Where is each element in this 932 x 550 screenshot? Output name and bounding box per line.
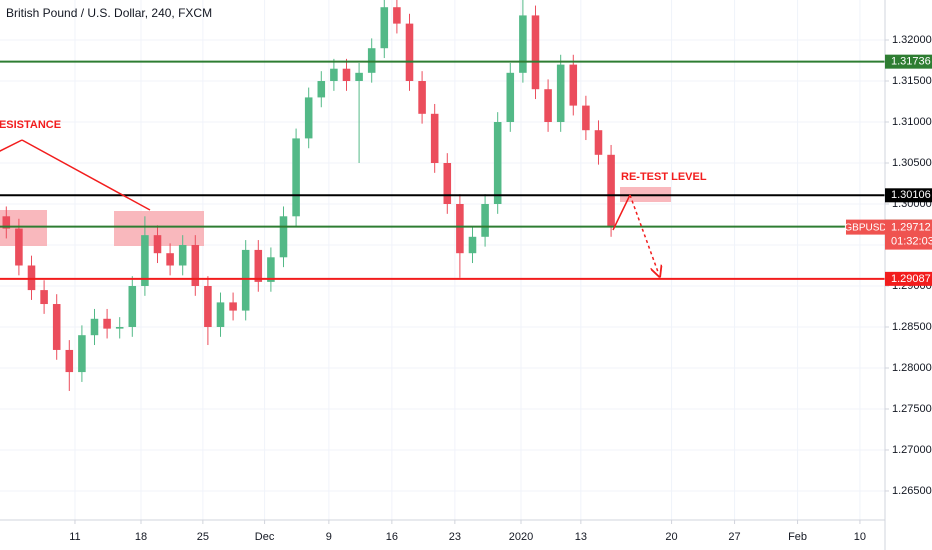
candle-body xyxy=(582,105,590,131)
x-tick-label: 27 xyxy=(728,531,740,543)
level-tag xyxy=(885,271,932,286)
candle-body xyxy=(544,89,552,123)
x-tick-label: 18 xyxy=(135,531,147,543)
candle-body xyxy=(15,228,23,266)
candle-body xyxy=(292,138,300,217)
candle-body xyxy=(317,81,326,98)
y-tick-label: 1.31000 xyxy=(892,116,932,128)
candle-body xyxy=(456,203,464,254)
candle-body xyxy=(493,122,502,204)
x-tick-label: 25 xyxy=(197,531,209,543)
x-tick-label: 2020 xyxy=(509,531,533,543)
candle-body xyxy=(556,64,565,123)
y-tick-label: 1.27000 xyxy=(892,444,932,456)
candle-body xyxy=(430,113,439,164)
candle-body xyxy=(141,235,149,286)
candle-body xyxy=(405,23,414,82)
price-tag-label: 1.29712 xyxy=(891,222,931,234)
x-tick-label: 20 xyxy=(665,531,677,543)
candle-body xyxy=(254,249,263,282)
symbol-tag xyxy=(846,219,885,235)
candle-body xyxy=(65,349,74,373)
candle-body xyxy=(569,64,578,106)
y-tick-label: 1.27500 xyxy=(892,403,932,415)
candle-body xyxy=(594,130,603,155)
projection-arrow xyxy=(629,194,658,272)
level-tag xyxy=(885,188,932,203)
x-tick-label: Dec xyxy=(255,531,275,543)
retest-line xyxy=(612,194,631,231)
candle-body xyxy=(103,318,111,329)
drawings: RESISTANCE RE-TEST LEVEL xyxy=(0,119,707,272)
zones xyxy=(0,187,671,246)
candle-body xyxy=(40,290,48,305)
x-tick-label: 10 xyxy=(854,531,866,543)
trend-line xyxy=(0,139,23,152)
candle-body xyxy=(166,253,174,266)
candle-body xyxy=(178,244,187,266)
candle-body xyxy=(204,285,212,327)
x-tick-label: 9 xyxy=(326,531,332,543)
candle-body xyxy=(229,302,237,311)
candle-body xyxy=(342,68,351,82)
annotation: RESISTANCE xyxy=(0,119,61,131)
candle-body xyxy=(191,244,200,286)
x-tick-label: 13 xyxy=(575,531,587,543)
level-tag-label: 1.29087 xyxy=(891,273,931,285)
candle-body xyxy=(90,318,99,336)
candle-body xyxy=(128,285,137,327)
candle-body xyxy=(52,304,61,350)
countdown: 01:32:03 xyxy=(891,236,932,248)
candle-body xyxy=(443,163,452,204)
y-tick-label: 1.32000 xyxy=(892,34,932,46)
candle-body xyxy=(418,81,426,114)
candle-body xyxy=(27,265,36,291)
candle-body xyxy=(506,72,515,123)
candle-body xyxy=(481,203,489,237)
chart-title: British Pound / U.S. Dollar, 240, FXCM xyxy=(6,6,212,20)
candle-body xyxy=(153,235,162,254)
annotation: RE-TEST LEVEL xyxy=(621,171,707,183)
candle-body xyxy=(330,68,338,82)
candle-body xyxy=(531,15,540,90)
axes: 1.26500 1.27000 1.27500 1.28000 1.28500 1.290… xyxy=(69,34,932,543)
trend-line xyxy=(21,139,151,211)
candle-body xyxy=(304,97,313,139)
candle-body xyxy=(2,216,11,229)
candle-body xyxy=(216,302,225,327)
y-tick-label: 1.28000 xyxy=(892,362,932,374)
x-tick-label: 16 xyxy=(386,531,398,543)
candle-body xyxy=(355,72,363,82)
candle-body xyxy=(267,257,275,282)
candle-body xyxy=(380,7,389,49)
candle-body xyxy=(367,48,376,73)
level-tag xyxy=(885,54,932,69)
plot xyxy=(0,0,885,391)
level-tag-label: 1.31736 xyxy=(891,56,931,68)
candle-body xyxy=(519,15,527,73)
candle-body xyxy=(393,7,401,24)
candle-body xyxy=(115,326,124,329)
x-tick-label: Feb xyxy=(788,531,807,543)
candle-body xyxy=(279,216,288,258)
price-tag xyxy=(885,219,932,250)
x-tick-label: 11 xyxy=(69,531,80,543)
y-tick-label: 1.30500 xyxy=(892,157,932,169)
level-tag-label: 1.30106 xyxy=(891,189,931,201)
y-tick-label: 1.31500 xyxy=(892,75,932,87)
candle-body xyxy=(78,335,86,373)
y-tick-label: 1.28500 xyxy=(892,321,932,333)
x-tick-label: 23 xyxy=(449,531,461,543)
candle-body xyxy=(607,154,615,227)
symbol-label: GBPUSD xyxy=(844,222,886,233)
candle-body xyxy=(241,249,250,311)
y-tick-label: 1.26500 xyxy=(892,485,932,497)
candle-body xyxy=(468,236,477,254)
